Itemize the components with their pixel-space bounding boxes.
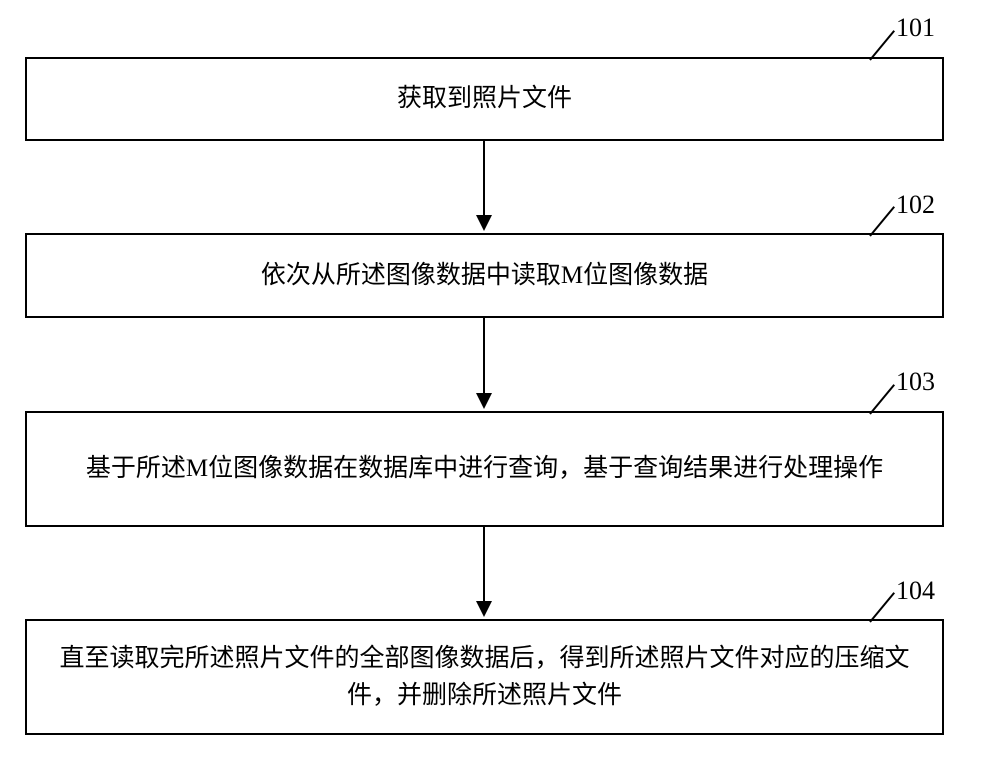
flowchart-arrow-line — [483, 318, 485, 393]
node-label: 102 — [896, 190, 935, 220]
flowchart-node: 直至读取完所述照片文件的全部图像数据后，得到所述照片文件对应的压缩文件，并删除所… — [25, 619, 944, 735]
flowchart-node: 获取到照片文件 — [25, 57, 944, 141]
arrow-head-icon — [476, 215, 492, 231]
flowchart-arrow-line — [483, 141, 485, 215]
node-text: 直至读取完所述照片文件的全部图像数据后，得到所述照片文件对应的压缩文件，并删除所… — [47, 640, 922, 715]
node-text: 获取到照片文件 — [397, 80, 572, 118]
node-text: 依次从所述图像数据中读取M位图像数据 — [261, 257, 708, 295]
flowchart-arrow-line — [483, 527, 485, 601]
flowchart-node: 基于所述M位图像数据在数据库中进行查询，基于查询结果进行处理操作 — [25, 411, 944, 527]
flowchart-canvas: 获取到照片文件 101 依次从所述图像数据中读取M位图像数据 102 基于所述M位图像数… — [0, 0, 1000, 762]
node-label: 104 — [896, 576, 935, 606]
node-text: 基于所述M位图像数据在数据库中进行查询，基于查询结果进行处理操作 — [86, 450, 883, 488]
arrow-head-icon — [476, 393, 492, 409]
node-label: 103 — [896, 367, 935, 397]
flowchart-node: 依次从所述图像数据中读取M位图像数据 — [25, 233, 944, 318]
node-label: 101 — [896, 13, 935, 43]
arrow-head-icon — [476, 601, 492, 617]
